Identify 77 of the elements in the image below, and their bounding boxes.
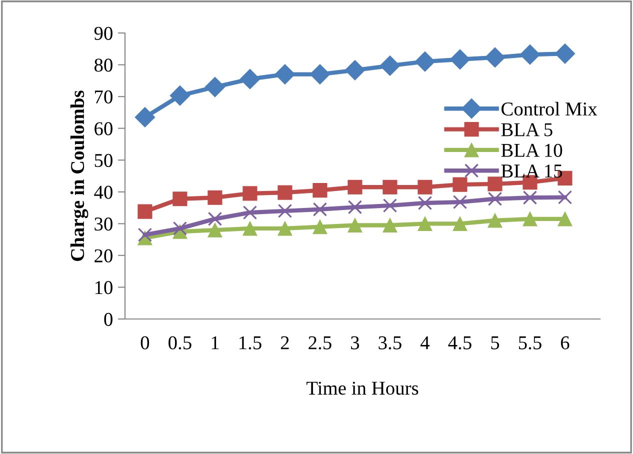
point: [484, 47, 506, 68]
point: [278, 204, 292, 218]
x-tick-label: 2.5: [308, 336, 332, 350]
y-tick-label: 20: [94, 249, 112, 262]
y-tick-label: 60: [94, 122, 112, 136]
point: [170, 85, 190, 106]
x-tick-label: 5.5: [518, 336, 542, 350]
point: [450, 49, 470, 70]
point: [452, 194, 468, 210]
point: [348, 200, 362, 214]
point: [558, 212, 572, 226]
point: [522, 190, 538, 205]
point: [414, 51, 436, 72]
point: [240, 68, 260, 90]
point: [134, 107, 156, 128]
point: [242, 186, 258, 201]
legend-label: BLA 15: [501, 164, 562, 178]
point: [208, 222, 222, 238]
point: [418, 180, 432, 194]
point: [312, 220, 328, 234]
x-axis-title: Time in Hours: [306, 382, 418, 395]
point: [172, 192, 188, 206]
x-tick-label: 4.5: [448, 336, 472, 350]
y-tick-label: 30: [94, 217, 112, 231]
x-tick-label: 1: [212, 336, 219, 350]
point: [138, 204, 152, 219]
point: [348, 218, 362, 233]
point: [452, 216, 468, 231]
point: [348, 180, 362, 194]
point: [208, 190, 222, 205]
point: [310, 64, 330, 84]
legend-label: BLA 5: [501, 123, 552, 136]
x-tick-label: 6: [560, 336, 570, 350]
point: [418, 216, 432, 231]
x-tick-label: 1.5: [240, 336, 262, 350]
legend-label: Control Mix: [502, 102, 598, 116]
point: [522, 212, 538, 226]
point: [344, 60, 366, 80]
point: [208, 212, 222, 226]
point: [520, 44, 540, 65]
point: [204, 76, 226, 98]
point: [452, 177, 468, 192]
y-tick-label: 90: [94, 26, 112, 40]
y-tick-label: 80: [94, 58, 112, 72]
legend-label: BLA 10: [501, 144, 562, 157]
point: [418, 196, 432, 210]
point: [172, 221, 188, 236]
point: [274, 64, 296, 84]
x-tick-label: 4: [420, 336, 430, 350]
y-tick-label: 10: [95, 281, 112, 294]
point: [488, 192, 502, 206]
point: [382, 218, 398, 233]
y-tick-label: 70: [95, 90, 112, 104]
point: [242, 221, 258, 236]
x-tick-label: 2: [280, 336, 289, 350]
x-tick-label: 0: [140, 336, 150, 350]
y-tick-label: 50: [94, 154, 112, 168]
x-tick-label: 5: [491, 336, 500, 350]
x-tick-label: 3.5: [378, 336, 402, 350]
point: [558, 190, 572, 204]
point: [138, 228, 152, 242]
point: [278, 221, 292, 236]
y-tick-label: 0: [104, 312, 112, 326]
point: [312, 183, 328, 198]
point: [488, 213, 502, 228]
x-tick-label: 0.5: [168, 336, 192, 350]
point: [554, 43, 576, 64]
x-tick-label: 3: [351, 336, 360, 350]
point: [312, 202, 328, 216]
point: [382, 198, 398, 213]
point: [382, 180, 398, 194]
y-axis-title: Charge in Coulombs: [70, 90, 88, 261]
point: [488, 176, 502, 192]
point: [380, 56, 400, 76]
y-tick-label: 40: [94, 186, 112, 199]
point: [242, 205, 258, 220]
point: [278, 185, 292, 200]
